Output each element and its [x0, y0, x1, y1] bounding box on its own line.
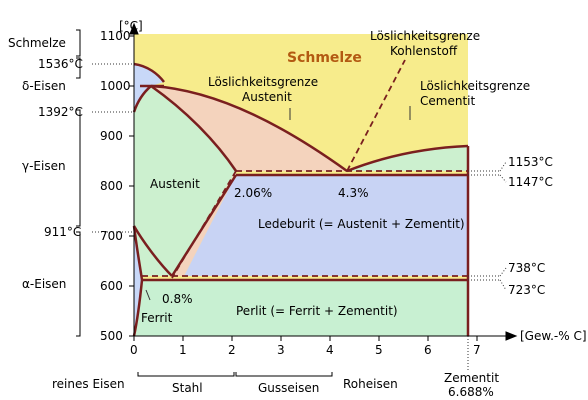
x-tick-label: 2 — [228, 343, 236, 357]
region-melt-austenite — [134, 86, 347, 171]
bottom-label-roheisen: Roheisen — [343, 377, 398, 391]
point-label-0-8: 0.8% — [162, 292, 193, 306]
x-tick-label: 4 — [326, 343, 334, 357]
x-axis-arrow — [505, 331, 518, 341]
y-tick-label: 600 — [100, 279, 123, 293]
bottom-label-stahl: Stahl — [172, 381, 203, 395]
temp-1147: 1147°C — [508, 175, 553, 189]
x-tick-label: 6 — [424, 343, 432, 357]
y-tick-label: 1000 — [100, 79, 131, 93]
y-axis-arrow — [129, 22, 139, 35]
phase-label-gamma: γ-Eisen — [22, 159, 66, 173]
region-ledeburite — [184, 175, 468, 276]
temp-738: 738°C — [508, 261, 545, 275]
region-ferrite — [134, 226, 142, 336]
dashed-lines — [142, 59, 468, 279]
regions — [134, 34, 468, 336]
point-label-2-06: 2.06% — [234, 186, 272, 200]
region-label-austenit: Austenit — [150, 177, 200, 191]
y-tick-label: 1100 — [100, 29, 131, 43]
region-pearlite — [134, 280, 468, 336]
labels: [°C] [Gew.-% C] Schmelze Austenit Ledebu… — [8, 19, 587, 399]
temp-1153: 1153°C — [508, 155, 553, 169]
label-loes-cementit-1: Löslichkeitsgrenze — [420, 79, 530, 93]
bottom-label-reines-eisen: reines Eisen — [52, 377, 125, 391]
temp-1392: 1392°C — [38, 105, 83, 119]
x-tick-label: 3 — [277, 343, 285, 357]
guide-lines — [92, 63, 507, 372]
delta-left-line — [132, 85, 152, 113]
bottom-label-zementit-pct: 6.688% — [448, 385, 494, 399]
x-tick-label: 1 — [179, 343, 187, 357]
phase-label-schmelze: Schmelze — [8, 36, 66, 50]
x-tick-label: 0 — [130, 343, 138, 357]
y-tick-label: 500 — [100, 329, 123, 343]
bottom-brackets — [137, 372, 333, 377]
solidus-line — [150, 84, 238, 172]
region-label-schmelze: Schmelze — [287, 50, 362, 66]
ticks: 0123456750060070080090010001100120013001… — [100, 29, 481, 357]
left-brackets — [76, 29, 81, 337]
region-austenite — [134, 86, 236, 276]
phase-label-alpha: α-Eisen — [22, 277, 66, 291]
liquidus-line — [150, 84, 348, 173]
bottom-label-gusseisen: Gusseisen — [258, 381, 319, 395]
temp-723: 723°C — [508, 283, 545, 297]
a3-line — [132, 225, 173, 277]
y-tick-label: 700 — [100, 229, 123, 243]
temp-911: 911°C — [44, 225, 81, 239]
label-loes-austenit-2: Austenit — [242, 90, 292, 104]
y-unit-label: [°C] — [119, 19, 143, 33]
liquidus-cementite-line — [346, 144, 469, 173]
delta-upper-line — [133, 62, 165, 83]
point-label-4-3: 4.3% — [338, 186, 369, 200]
label-loes-cementit-2: Cementit — [420, 94, 475, 108]
x-tick-label: 5 — [375, 343, 383, 357]
y-tick-label: 800 — [100, 179, 123, 193]
bottom-label-zementit: Zementit — [444, 371, 499, 385]
region-primary-cementite — [347, 146, 468, 171]
x-tick-label: 7 — [473, 343, 481, 357]
label-loes-kohlenstoff-2: Kohlenstoff — [390, 44, 458, 58]
graphite-liquidus-dashed — [346, 59, 406, 172]
region-label-ledeburit: Ledeburit (= Austenit + Zementit) — [258, 217, 465, 231]
leader-lines — [145, 106, 411, 301]
temp-1536: 1536°C — [38, 57, 83, 71]
label-loes-austenit-1: Löslichkeitsgrenze — [208, 75, 318, 89]
x-unit-label: [Gew.-% C] — [520, 329, 587, 343]
label-loes-kohlenstoff-1: Löslichkeitsgrenze — [370, 29, 480, 43]
phase-label-delta: δ-Eisen — [22, 79, 66, 93]
y-tick-label: 900 — [100, 129, 123, 143]
graphite-solvus-dashed — [171, 170, 237, 279]
region-label-ferrit: Ferrit — [141, 311, 173, 325]
region-ferrite-austenite — [134, 226, 172, 276]
region-label-perlit: Perlit (= Ferrit + Zementit) — [236, 304, 398, 318]
